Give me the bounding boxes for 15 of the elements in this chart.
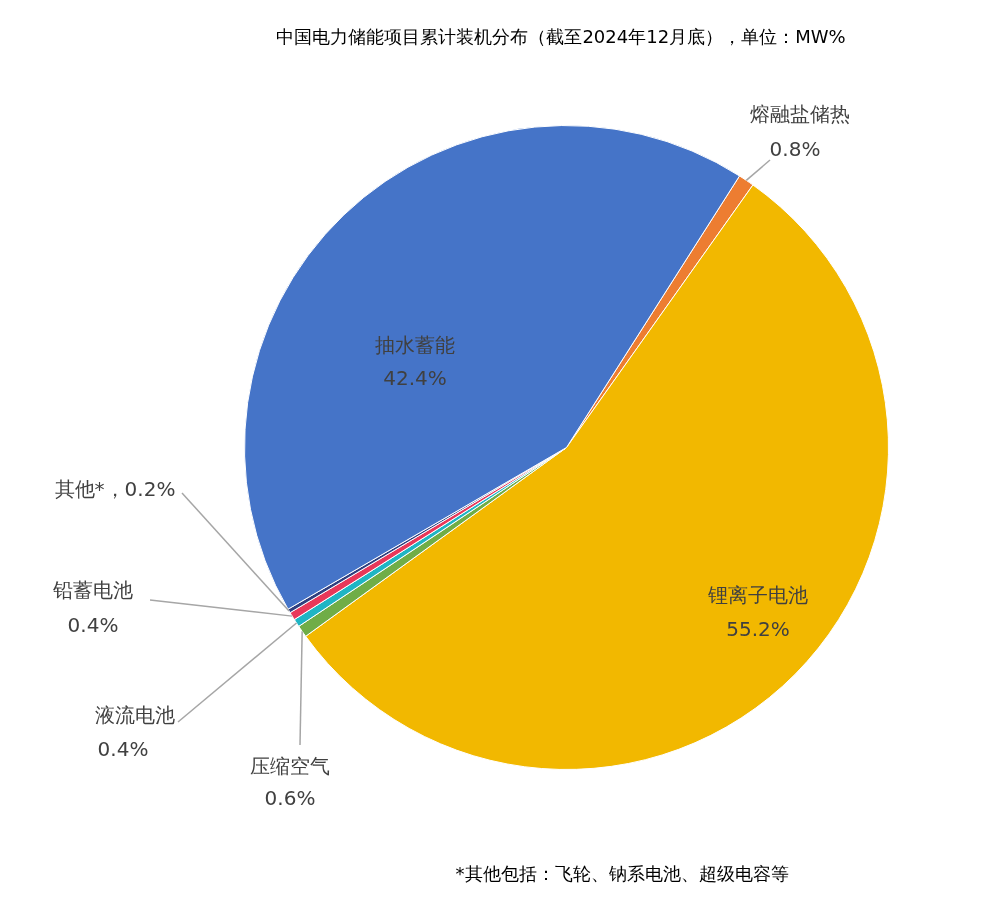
data-label: 42.4%	[383, 366, 447, 391]
text: *其他包括：飞轮、钠系电池、超级电容等	[455, 862, 789, 884]
slice-label: 抽水蓄能	[375, 333, 455, 358]
slice-label: 铅蓄电池	[52, 578, 133, 603]
slice-label: 压缩空气	[250, 754, 330, 779]
data-label: 0.4%	[97, 737, 149, 762]
data-label: 0.8%	[769, 137, 821, 162]
chart-title: 中国电力储能项目累计装机分布（截至2024年12月底），单位：MW%	[276, 25, 846, 47]
slice-label: 熔融盐储热	[750, 102, 850, 127]
data-label: 0.4%	[67, 613, 119, 638]
data-label: 0.6%	[264, 786, 316, 811]
slice-label: 液流电池	[95, 703, 175, 728]
slice-label: 其他*，0.2%	[54, 477, 176, 502]
slice-label: 锂离子电池	[707, 583, 808, 608]
data-label: 55.2%	[726, 617, 790, 642]
